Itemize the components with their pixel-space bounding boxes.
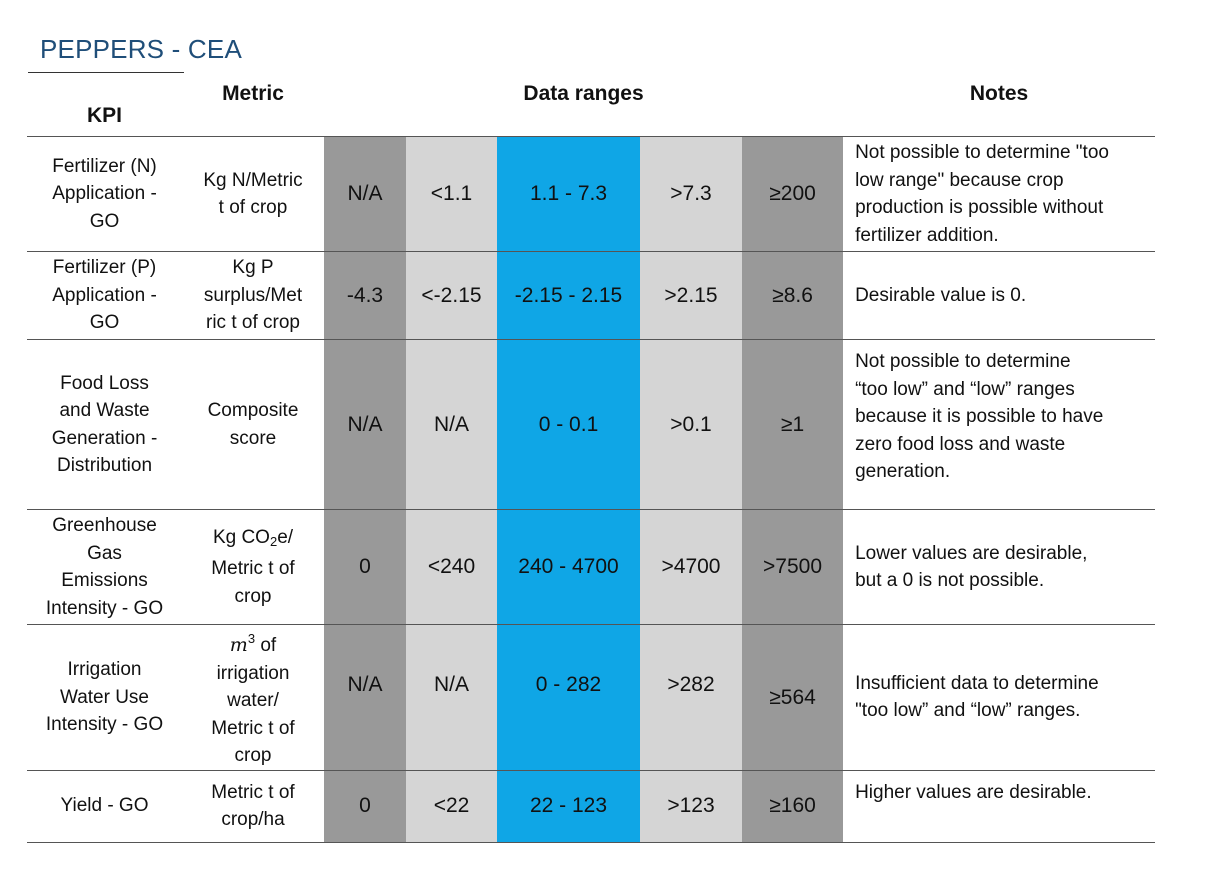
- range-too-low: 0: [324, 509, 406, 625]
- header-kpi: KPI: [27, 74, 182, 137]
- range-high: >282: [640, 624, 742, 771]
- kpi-cell: Fertilizer (N) Application - GO: [27, 136, 182, 252]
- notes-cell: Lower values are desirable, but a 0 is no…: [843, 509, 1156, 625]
- range-high: >123: [640, 770, 742, 843]
- kpi-cell: Irrigation Water Use Intensity - GO: [27, 624, 182, 771]
- range-desirable: 22 - 123: [497, 770, 640, 843]
- range-high: >0.1: [640, 339, 742, 510]
- range-too-low: N/A: [324, 136, 406, 252]
- range-too-low: N/A: [324, 339, 406, 510]
- peppers-kpi-table: KPI Metric Data ranges Notes Fertilizer …: [27, 74, 1156, 843]
- header-metric: Metric: [182, 74, 324, 137]
- range-low: <240: [406, 509, 497, 625]
- metric-cell: Composite score: [182, 339, 324, 510]
- kpi-cell: Greenhouse Gas Emissions Intensity - GO: [27, 509, 182, 625]
- title-underline: [28, 72, 184, 73]
- range-desirable: 1.1 - 7.3: [497, 136, 640, 252]
- kpi-cell: Fertilizer (P) Application - GO: [27, 251, 182, 340]
- range-too-high: ≥564: [742, 624, 844, 771]
- range-low: <22: [406, 770, 497, 843]
- range-too-low: N/A: [324, 624, 406, 771]
- range-too-high: ≥160: [742, 770, 844, 843]
- metric-cell: Kg N/Metric t of crop: [182, 136, 324, 252]
- metric-cell: Metric t of crop/ha: [182, 770, 324, 843]
- range-too-high: ≥8.6: [742, 251, 844, 340]
- kpi-cell: Food Loss and Waste Generation - Distributi…: [27, 339, 182, 510]
- kpi-cell: Yield - GO: [27, 770, 182, 843]
- range-desirable: -2.15 - 2.15: [497, 251, 640, 340]
- subscript-2: 2: [269, 533, 278, 549]
- table-row: Irrigation Water Use Intensity - GO m3 of …: [27, 624, 1156, 771]
- range-too-low: 0: [324, 770, 406, 843]
- notes-cell: Not possible to determine "too low range"…: [843, 136, 1156, 252]
- table-row: Food Loss and Waste Generation - Distributi…: [27, 339, 1156, 510]
- header-data-ranges: Data ranges: [324, 74, 844, 137]
- table-row: Fertilizer (N) Application - GO Kg N/Metri…: [27, 136, 1156, 252]
- notes-cell: Not possible to determine “too low” and “…: [843, 339, 1156, 510]
- range-high: >7.3: [640, 136, 742, 252]
- range-desirable: 0 - 0.1: [497, 339, 640, 510]
- range-too-high: ≥1: [742, 339, 844, 510]
- superscript-3: 3: [247, 631, 256, 646]
- metric-cell: Kg CO2e/ Metric t of crop: [182, 509, 324, 625]
- table-row: Greenhouse Gas Emissions Intensity - GO Kg …: [27, 509, 1156, 625]
- range-low: N/A: [406, 339, 497, 510]
- range-low: N/A: [406, 624, 497, 771]
- notes-cell: Higher values are desirable.: [843, 770, 1156, 843]
- range-desirable: 0 - 282: [497, 624, 640, 771]
- metric-cell: m3 of irrigation water/ Metric t of crop: [182, 624, 324, 771]
- range-high: >4700: [640, 509, 742, 625]
- page-title: PEPPERS - CEA: [40, 34, 242, 64]
- range-low: <1.1: [406, 136, 497, 252]
- header-row: KPI Metric Data ranges Notes: [27, 74, 1156, 137]
- notes-cell: Desirable value is 0.: [843, 251, 1156, 340]
- range-high: >2.15: [640, 251, 742, 340]
- range-too-low: -4.3: [324, 251, 406, 340]
- range-too-high: >7500: [742, 509, 844, 625]
- header-notes: Notes: [843, 74, 1156, 137]
- range-desirable: 240 - 4700: [497, 509, 640, 625]
- table-row: Yield - GO Metric t of crop/ha 0 <22 22 -…: [27, 770, 1156, 843]
- range-too-high: ≥200: [742, 136, 844, 252]
- range-low: <-2.15: [406, 251, 497, 340]
- notes-cell: Insufficient data to determine "too low” …: [843, 624, 1156, 771]
